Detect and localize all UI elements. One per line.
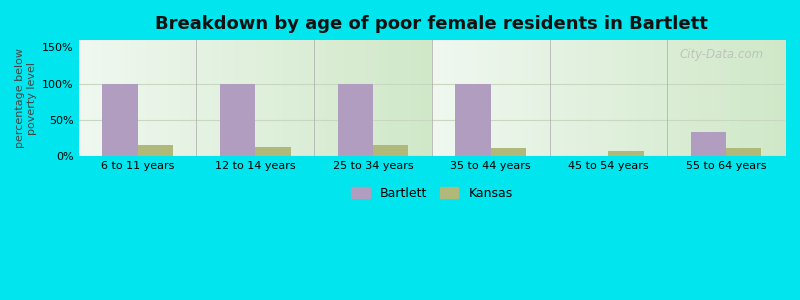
Bar — [726, 148, 762, 156]
Y-axis label: percentage below
poverty level: percentage below poverty level — [15, 48, 37, 148]
Bar — [338, 84, 373, 156]
Bar — [102, 84, 138, 156]
Bar — [255, 147, 290, 156]
Bar — [490, 148, 526, 156]
Bar — [373, 146, 408, 156]
Bar — [691, 132, 726, 156]
Text: City-Data.com: City-Data.com — [680, 48, 764, 61]
Bar — [220, 84, 255, 156]
Bar — [138, 146, 173, 156]
Title: Breakdown by age of poor female residents in Bartlett: Breakdown by age of poor female resident… — [155, 15, 708, 33]
Legend: Bartlett, Kansas: Bartlett, Kansas — [345, 180, 519, 206]
Bar — [609, 151, 644, 156]
Bar — [455, 84, 490, 156]
